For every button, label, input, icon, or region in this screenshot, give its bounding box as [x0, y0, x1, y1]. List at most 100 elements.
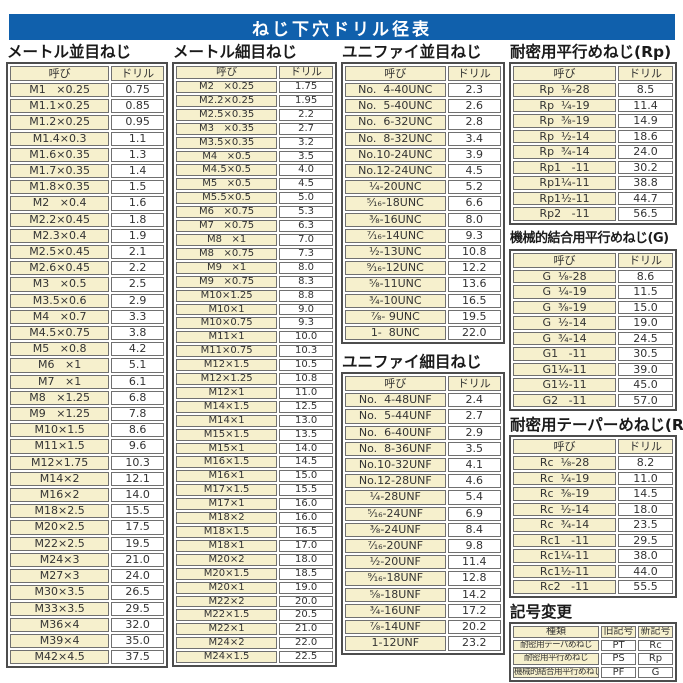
title-bar: ねじ下穴ドリル径表 — [9, 14, 675, 40]
name-cell: Rc ¹⁄₂-14 — [513, 502, 617, 516]
name-cell: Rc1 -11 — [513, 533, 617, 547]
name-cell: M6 ×0.75 — [176, 206, 278, 219]
name-cell: M5 ×0.8 — [10, 342, 110, 357]
table-row: M1.1×0.25 0.85 — [10, 99, 164, 114]
table-row: No.10-32UNF 4.1 — [345, 458, 501, 473]
name-cell: M18×1.5 — [176, 526, 278, 538]
name-cell: G1¹⁄₄-11 — [513, 362, 617, 376]
table-row: Rp2 -11 56.5 — [513, 207, 673, 221]
value-cell: 14.0 — [111, 488, 164, 503]
name-cell: M4.5×0.5 — [176, 164, 278, 177]
metric-coarse-table: 呼び ドリル M1 ×0.25 0.75 M1.1×0.25 0.85 M1.2×0.25 0… — [6, 62, 168, 669]
value-cell: 2.9 — [447, 425, 501, 440]
table-row: G1 -11 30.5 — [513, 347, 673, 361]
table-row: ⁹⁄₁₆-12UNC 12.2 — [345, 261, 501, 276]
table-row: M7 ×0.75 6.3 — [176, 220, 333, 232]
table-row: M8 ×1 7.0 — [176, 233, 333, 246]
value-cell: 2.9 — [111, 293, 164, 308]
value-cell: 4.2 — [111, 342, 164, 357]
value-cell: 6.9 — [447, 506, 501, 521]
name-cell: M10×1 — [176, 303, 278, 316]
table-row: Rc2 -11 55.5 — [513, 580, 673, 594]
value-cell: 8.8 — [279, 289, 333, 302]
value-cell: 6.6 — [447, 196, 501, 211]
table-row: M4 ×0.7 3.3 — [10, 309, 164, 325]
name-cell: M15×1.5 — [176, 428, 278, 441]
column-header: 呼び — [176, 66, 278, 79]
value-cell: 14.5 — [618, 487, 673, 501]
table-row: ¹⁄₂-13UNC 10.8 — [345, 245, 501, 260]
name-cell: M4.5×0.75 — [10, 326, 110, 341]
name-cell: G ³⁄₄-14 — [513, 331, 617, 345]
table-row: M20×2.5 17.5 — [10, 520, 164, 535]
value-cell: 21.0 — [111, 552, 164, 568]
table-row: M24×1.5 22.5 — [176, 651, 333, 664]
name-cell: M30×3.5 — [10, 585, 110, 600]
value-cell: 10.3 — [111, 455, 164, 470]
value-cell: 10.8 — [447, 245, 501, 260]
name-cell: Rc1¹⁄₂-11 — [513, 564, 617, 578]
value-cell: 17.2 — [447, 603, 501, 619]
name-cell: M3 ×0.5 — [10, 277, 110, 292]
value-cell: 39.0 — [618, 362, 673, 376]
table-row: M22×2 20.0 — [176, 595, 333, 608]
section-heading-rc-taper: 耐密用テーパーめねじ(Rc) — [510, 416, 683, 434]
table-row: ⁵⁄₈-18UNF 14.2 — [345, 587, 501, 602]
name-cell: Rp1¹⁄₄-11 — [513, 176, 617, 190]
name-cell: Rc1¹⁄₄-11 — [513, 549, 617, 563]
table-row: M20×1 19.0 — [176, 581, 333, 594]
table-row: M2.5×0.35 2.2 — [176, 108, 333, 121]
column-metric-coarse: メートル並目ねじ 呼び ドリル M1 ×0.25 0.75 M1.1×0.25 0.85 M… — [6, 44, 168, 669]
value-cell: 14.5 — [279, 456, 333, 469]
table-row: ³⁄₈-24UNF 8.4 — [345, 522, 501, 538]
name-cell: M39×4 — [10, 633, 110, 649]
name-cell: ⁵⁄₁₆-18UNC — [345, 196, 446, 211]
value-cell: 4.1 — [447, 458, 501, 473]
table-row: 1- 8UNC 22.0 — [345, 326, 501, 341]
value-cell: 2.4 — [447, 393, 501, 408]
value-cell: 1.4 — [111, 164, 164, 179]
section-heading-metric-fine: メートル細目ねじ — [173, 43, 298, 61]
table-row: Rc ¹⁄₂-14 18.0 — [513, 502, 673, 516]
name-cell: M20×2 — [176, 553, 278, 566]
name-cell: M1.2×0.25 — [10, 115, 110, 130]
column-header: ドリル — [618, 66, 673, 81]
table-row: 耐密用テーパめねじ PT Rc — [513, 639, 673, 651]
value-cell: 24.0 — [618, 145, 673, 159]
value-cell: 1.75 — [279, 81, 333, 93]
table-row: M4.5×0.75 3.8 — [10, 326, 164, 341]
name-cell: ¹⁄₂-13UNC — [345, 245, 446, 260]
table-row: M1.7×0.35 1.4 — [10, 164, 164, 179]
table-row: M12×1.75 10.3 — [10, 455, 164, 470]
name-cell: M24×1.5 — [176, 651, 278, 664]
value-cell: 4.0 — [279, 164, 333, 177]
name-cell: M18×2 — [176, 512, 278, 524]
value-cell: 8.5 — [618, 83, 673, 97]
value-cell: 2.1 — [111, 245, 164, 260]
value-cell: 23.5 — [618, 518, 673, 532]
name-cell: M7 ×0.75 — [176, 220, 278, 232]
value-cell: 3.3 — [111, 309, 164, 325]
name-cell: M9 ×1.25 — [10, 407, 110, 422]
value-cell: 9.8 — [447, 539, 501, 554]
value-cell: 11.4 — [618, 98, 673, 112]
section-heading-unified-fine: ユニファイ細目ねじ — [342, 353, 482, 372]
value-cell: 11.0 — [618, 471, 673, 485]
column-header: 呼び — [345, 66, 446, 81]
name-cell: No. 6-32UNC — [345, 115, 446, 130]
table-row: ⁵⁄₁₆-18UNC 6.6 — [345, 196, 501, 211]
name-cell: M33×3.5 — [10, 601, 110, 616]
name-cell: M6 ×1 — [10, 358, 110, 373]
table-row: M11×1 10.0 — [176, 331, 333, 344]
name-cell: No.12-24UNC — [345, 164, 446, 179]
value-cell: 26.5 — [111, 585, 164, 600]
value-cell: 38.0 — [618, 549, 673, 563]
table-row: M10×1.25 8.8 — [176, 289, 333, 302]
table-row: Rp1¹⁄₂-11 44.7 — [513, 191, 673, 205]
value-cell: 19.0 — [279, 581, 333, 594]
name-cell: G ¹⁄₂-14 — [513, 316, 617, 330]
name-cell: M17×1.5 — [176, 484, 278, 497]
value-cell: 32.0 — [111, 617, 164, 632]
name-cell: No. 4-48UNF — [345, 393, 446, 408]
name-cell: Rp1 -11 — [513, 160, 617, 174]
